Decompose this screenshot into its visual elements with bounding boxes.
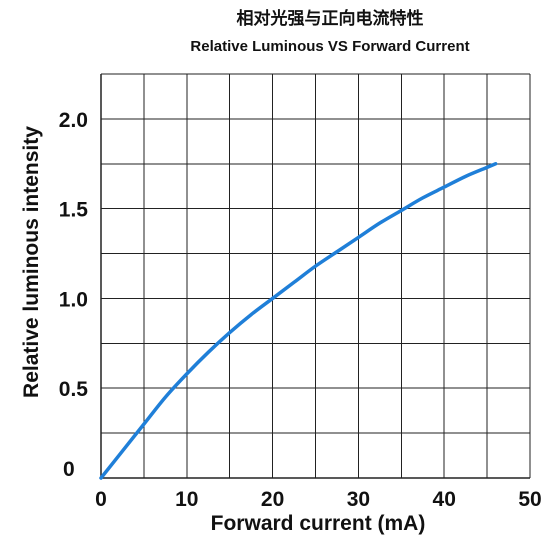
x-tick-label: 0 — [95, 488, 107, 511]
y-tick-label: 0.5 — [59, 378, 89, 401]
y-axis-label: Relative luminous intensity — [20, 126, 43, 398]
grid — [100, 73, 531, 479]
x-axis-label: Forward current (mA) — [211, 512, 426, 535]
y-tick-label: 2.0 — [59, 109, 88, 132]
chart-title: 相对光强与正向电流特性 — [237, 8, 424, 28]
x-tick-label: 40 — [433, 488, 456, 511]
series-layer — [99, 162, 498, 480]
x-tick-label: 50 — [518, 488, 541, 511]
y-tick-label: 0 — [63, 458, 75, 481]
chart-subtitle: Relative Luminous VS Forward Current — [190, 38, 469, 55]
x-tick-label: 30 — [347, 488, 370, 511]
x-tick-label: 10 — [175, 488, 198, 511]
tick-labels: 0 10 20 30 40 50 0 0.5 1.0 1.5 2.0 — [59, 109, 542, 511]
series-line-0 — [99, 162, 498, 480]
x-tick-label: 20 — [261, 488, 284, 511]
y-tick-label: 1.5 — [59, 199, 89, 222]
y-tick-label: 1.0 — [59, 288, 88, 311]
